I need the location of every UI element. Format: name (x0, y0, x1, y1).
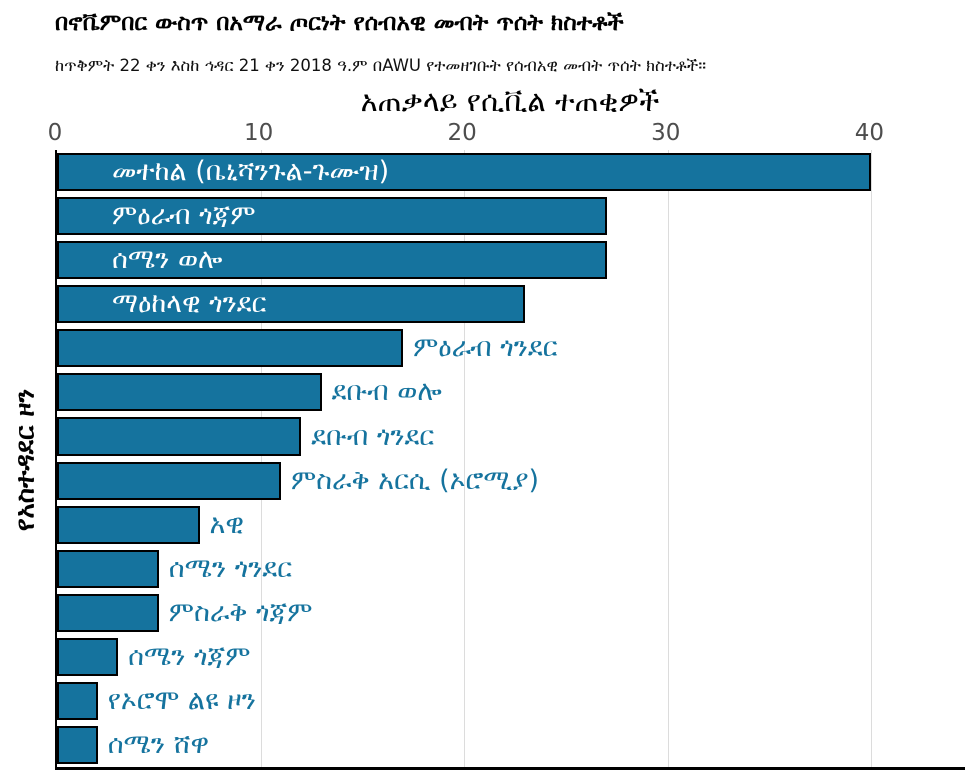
x-axis: 0 10 20 30 40 (48, 120, 965, 148)
gridline (260, 150, 262, 767)
bar-row: ደቡብ ጎንደር (57, 414, 965, 458)
gridline (667, 150, 669, 767)
bar-row: አዊ (57, 503, 965, 547)
bar-row: ማዕከላዊ ጎንደር (57, 282, 965, 326)
bars: መተከል (ቤኒሻንጉል-ጉሙዝ) ምዕራብ ጎጃም ሰሜን ወሎ ማዕከላዊ ጎንደ… (57, 150, 965, 767)
bar-label: ምስራቅ ጎጃም (168, 596, 313, 628)
bar (57, 373, 322, 412)
x-tick-label: 10 (243, 120, 274, 146)
bar-row: ሰሜን ወሎ (57, 238, 965, 282)
bar-label: ደቡብ ጎንደር (311, 420, 435, 452)
x-tick-label: 30 (651, 120, 681, 146)
bar (57, 461, 281, 500)
bar-row: ምዕራብ ጎጃም (57, 194, 965, 238)
bar-label: መተከል (ቤኒሻንጉል-ጉሙዝ) (112, 156, 390, 188)
bar-row: ምዕራብ ጎንደር (57, 326, 965, 370)
bar-label: ደቡብ ወሎ (331, 376, 442, 408)
bar-label: ምዕራብ ጎጃም (112, 200, 256, 232)
bar-row: የኦሮሞ ልዩ ዞን (57, 679, 965, 723)
bar-label: ሰሜን ወሎ (112, 244, 223, 276)
bar (57, 417, 302, 456)
bar-row: ደቡብ ወሎ (57, 370, 965, 414)
bar-label: አዊ (209, 508, 244, 540)
bar (57, 505, 200, 544)
bar-label: የኦሮሞ ልዩ ዞን (107, 684, 256, 716)
page-title: በኖቬምበር ውስጥ በአማራ ጦርነት የሰብአዊ መብት ጥሰት ክስተቶች (55, 10, 624, 36)
x-tick-label: 40 (854, 120, 884, 146)
y-axis-label: የአስተዳደር ዞን (10, 388, 41, 532)
page-subtitle: ከጥቅምት 22 ቀን እስከ ኅዳር 21 ቀን 2018 ዓ.ም በAWU … (55, 56, 707, 75)
bar-label: ምዕራብ ጎንደር (413, 332, 558, 364)
bar (57, 285, 526, 324)
bar-label: ሰሜን ጎንደር (168, 552, 293, 584)
bar (57, 681, 98, 721)
bar (57, 241, 607, 280)
x-tick-label: 20 (447, 120, 477, 146)
bar-row: ምስራቅ አርሲ (ኦሮሚያ) (57, 459, 965, 503)
bar-label: ምስራቅ አርሲ (ኦሮሚያ) (290, 464, 540, 496)
gridline (871, 150, 873, 767)
bar-row: ሰሜን ጎንደር (57, 547, 965, 591)
bar-label: ሰሜን ሸዋ (107, 729, 210, 761)
bar-row: መተከል (ቤኒሻንጉል-ጉሙዝ) (57, 150, 965, 194)
plot-area: መተከል (ቤኒሻንጉል-ጉሙዝ) ምዕራብ ጎጃም ሰሜን ወሎ ማዕከላዊ ጎንደ… (55, 150, 965, 770)
bar (57, 549, 159, 588)
bar (57, 153, 872, 192)
bar-row: ሰሜን ሸዋ (57, 723, 965, 767)
bar (57, 593, 159, 632)
bar-row: ሰሜን ጎጃም (57, 635, 965, 679)
chart-title: አጠቃላይ የሲቪል ተጠቂዎች (360, 84, 660, 118)
bar (57, 637, 119, 676)
gridline (464, 150, 466, 767)
bar-label: ሰሜን ጎጃም (128, 640, 251, 672)
bar-label: ማዕከላዊ ጎንደር (112, 288, 267, 320)
bar (57, 197, 607, 236)
bar (57, 726, 98, 765)
bar (57, 329, 404, 368)
bar-row: ምስራቅ ጎጃም (57, 591, 965, 635)
x-tick-label: 0 (47, 120, 63, 146)
